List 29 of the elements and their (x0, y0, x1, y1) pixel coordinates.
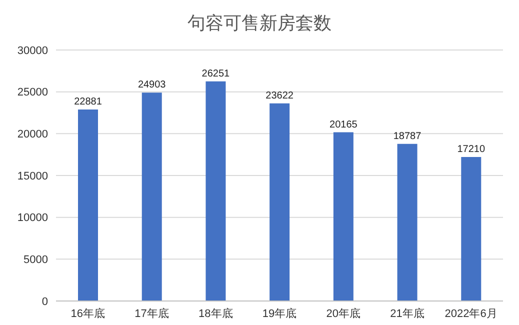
data-label: 23622 (266, 90, 294, 102)
data-label: 20165 (330, 119, 358, 130)
x-tick-label: 19年底 (262, 306, 297, 320)
x-tick-label: 17年底 (134, 306, 169, 320)
bar (270, 103, 290, 301)
bar (206, 81, 226, 301)
y-tick-label: 5000 (24, 254, 48, 266)
data-label: 26251 (202, 68, 230, 80)
x-tick-label: 18年底 (198, 306, 233, 320)
x-tick-label: 2022年6月 (444, 308, 498, 320)
bar (397, 144, 418, 301)
bar (142, 92, 162, 301)
y-tick-label: 0 (42, 296, 48, 308)
bar (461, 157, 482, 301)
bar (333, 132, 354, 301)
bar (78, 110, 98, 301)
x-tick-label: 20年底 (326, 306, 360, 320)
x-tick-label: 16年底 (70, 306, 106, 320)
y-tick-label: 10000 (17, 212, 48, 224)
y-tick-label: 20000 (17, 128, 48, 141)
y-tick-label: 25000 (17, 86, 48, 99)
data-label: 24903 (138, 80, 166, 91)
x-tick-label: 21年底 (390, 306, 424, 320)
data-label: 22881 (74, 96, 102, 108)
y-tick-label: 30000 (17, 44, 48, 57)
data-label: 17210 (457, 144, 486, 156)
y-tick-label: 15000 (17, 170, 48, 182)
chart-title: 句容可售新房套数 (186, 12, 332, 35)
data-label: 18787 (393, 130, 422, 142)
